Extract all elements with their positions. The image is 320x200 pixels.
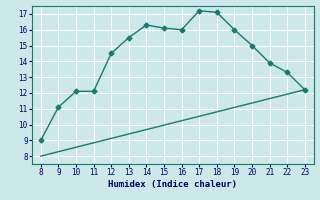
X-axis label: Humidex (Indice chaleur): Humidex (Indice chaleur): [108, 180, 237, 189]
